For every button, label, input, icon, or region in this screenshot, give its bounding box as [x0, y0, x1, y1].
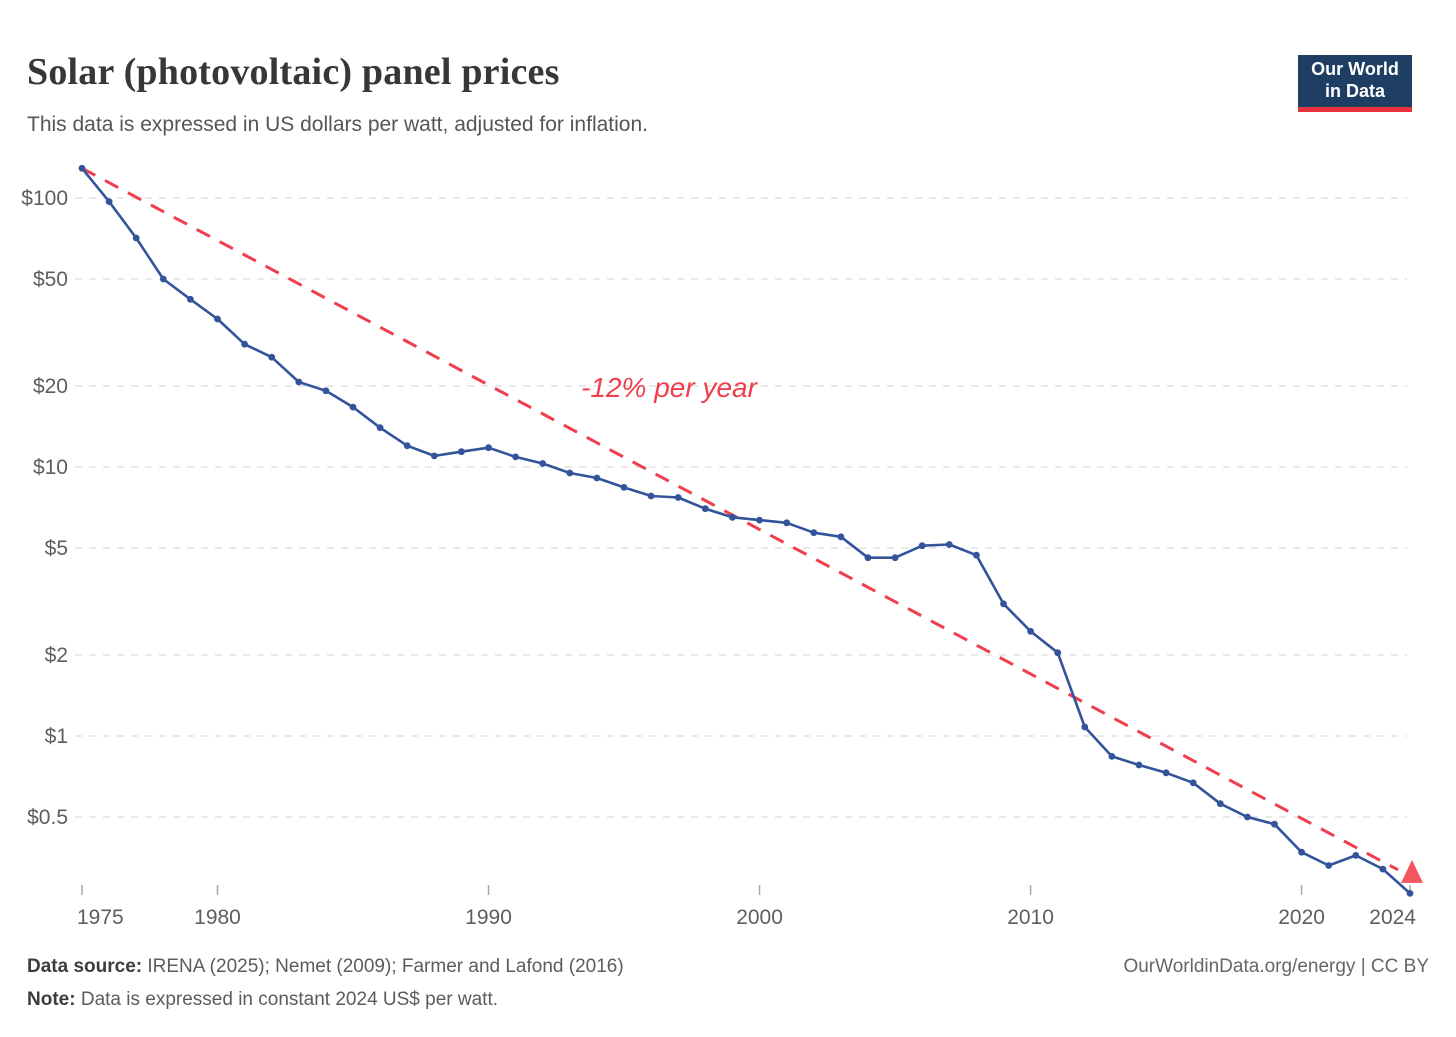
price-point — [1189, 779, 1197, 787]
x-tick-label: 2024 — [1369, 906, 1416, 929]
price-point — [1271, 820, 1278, 828]
y-tick-label: $1 — [45, 725, 68, 748]
price-point — [945, 541, 953, 548]
x-tick-label: 2010 — [1007, 906, 1054, 929]
price-point — [241, 340, 249, 348]
x-tick-label: 2000 — [736, 906, 783, 929]
x-tick-label: 2020 — [1278, 906, 1325, 929]
price-point — [105, 198, 113, 206]
price-point — [810, 529, 818, 537]
price-point — [1054, 649, 1062, 657]
price-point — [78, 164, 86, 172]
note-label: Note: — [27, 989, 76, 1010]
price-point — [214, 315, 221, 323]
price-point — [512, 453, 519, 461]
price-point — [1000, 600, 1007, 608]
price-point — [620, 484, 628, 491]
price-point — [1135, 761, 1143, 769]
price-point — [729, 513, 736, 521]
owid-logo: Our World in Data — [1298, 55, 1412, 112]
price-point — [891, 554, 899, 562]
footer-note: Note: Data is expressed in constant 2024… — [27, 989, 498, 1011]
price-point — [1108, 753, 1116, 760]
note-text: Data is expressed in constant 2024 US$ p… — [75, 989, 499, 1010]
price-point — [295, 378, 303, 386]
price-point — [593, 474, 601, 482]
price-point — [458, 448, 465, 456]
price-point — [1379, 865, 1387, 873]
price-point — [1325, 862, 1333, 869]
price-point — [539, 460, 547, 467]
price-point — [918, 542, 926, 550]
y-tick-label: $100 — [21, 187, 68, 210]
y-tick-label: $10 — [33, 456, 68, 479]
y-tick-label: $20 — [33, 375, 68, 398]
x-tick-label: 1980 — [194, 906, 241, 929]
logo-line2: in Data — [1324, 81, 1385, 101]
footer-source: Data source: IRENA (2025); Nemet (2009);… — [27, 956, 624, 978]
price-point — [1352, 852, 1360, 859]
price-point — [674, 494, 682, 501]
price-point — [783, 519, 791, 527]
price-point — [1027, 627, 1034, 635]
source-text: IRENA (2025); Nemet (2009); Farmer and L… — [142, 956, 624, 977]
price-point — [1081, 723, 1089, 731]
price-point — [864, 554, 872, 562]
trend-label: -12% per year — [581, 372, 759, 403]
price-point — [973, 551, 980, 559]
x-tick-label: 1975 — [77, 906, 124, 929]
price-point — [485, 444, 492, 452]
y-tick-label: $5 — [45, 537, 68, 560]
price-point — [376, 424, 384, 432]
y-tick-label: $0.5 — [27, 806, 68, 829]
price-point — [159, 275, 167, 283]
price-point — [1162, 769, 1170, 777]
source-label: Data source: — [27, 956, 143, 977]
price-point — [566, 469, 574, 477]
logo-line1: Our World — [1311, 59, 1399, 80]
price-point — [322, 387, 330, 395]
y-tick-label: $2 — [45, 644, 68, 667]
price-point — [837, 533, 845, 541]
price-point — [187, 295, 194, 303]
price-point — [349, 403, 357, 411]
price-point — [1216, 800, 1224, 808]
y-tick-label: $50 — [33, 268, 68, 291]
price-point — [1406, 890, 1414, 897]
chart-subtitle: This data is expressed in US dollars per… — [27, 113, 648, 136]
trend-line — [81, 166, 1399, 872]
footer-credit: OurWorldinData.org/energy | CC BY — [1123, 956, 1429, 977]
price-point — [430, 452, 438, 460]
price-point — [1244, 813, 1251, 821]
price-point — [756, 516, 763, 524]
price-point — [1298, 848, 1305, 856]
chart-title: Solar (photovoltaic) panel prices — [27, 51, 560, 93]
price-point — [403, 442, 411, 450]
price-line — [80, 167, 1412, 895]
price-point — [268, 353, 276, 361]
trend-end-marker — [1400, 859, 1423, 883]
x-tick-label: 1990 — [465, 906, 512, 929]
price-point — [132, 234, 140, 242]
price-point — [647, 492, 655, 500]
price-point — [701, 505, 709, 513]
